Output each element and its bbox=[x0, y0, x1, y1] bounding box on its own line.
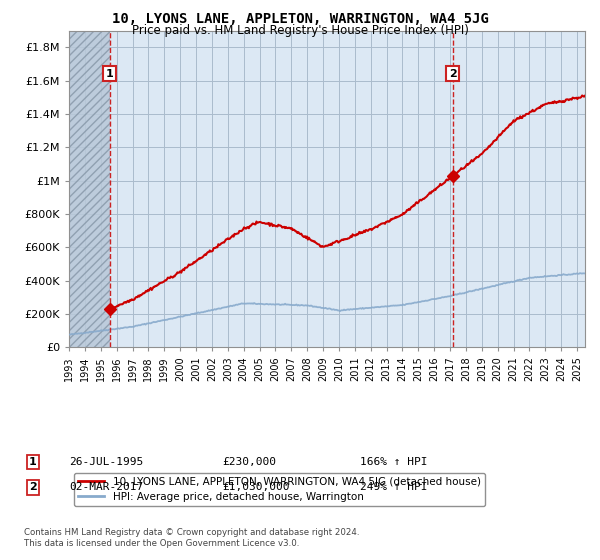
Text: 249% ↑ HPI: 249% ↑ HPI bbox=[360, 482, 427, 492]
Text: 2: 2 bbox=[449, 68, 457, 78]
Text: £230,000: £230,000 bbox=[222, 457, 276, 467]
Text: 166% ↑ HPI: 166% ↑ HPI bbox=[360, 457, 427, 467]
Text: £1,030,000: £1,030,000 bbox=[222, 482, 290, 492]
Legend: 10, LYONS LANE, APPLETON, WARRINGTON, WA4 5JG (detached house), HPI: Average pri: 10, LYONS LANE, APPLETON, WARRINGTON, WA… bbox=[74, 473, 485, 506]
Text: Price paid vs. HM Land Registry's House Price Index (HPI): Price paid vs. HM Land Registry's House … bbox=[131, 24, 469, 36]
Bar bbox=[69, 31, 110, 347]
Text: 26-JUL-1995: 26-JUL-1995 bbox=[69, 457, 143, 467]
Text: 10, LYONS LANE, APPLETON, WARRINGTON, WA4 5JG: 10, LYONS LANE, APPLETON, WARRINGTON, WA… bbox=[112, 12, 488, 26]
Text: 02-MAR-2017: 02-MAR-2017 bbox=[69, 482, 143, 492]
Text: 1: 1 bbox=[106, 68, 113, 78]
Text: Contains HM Land Registry data © Crown copyright and database right 2024.
This d: Contains HM Land Registry data © Crown c… bbox=[24, 528, 359, 548]
Text: 2: 2 bbox=[29, 482, 37, 492]
Text: 1: 1 bbox=[29, 457, 37, 467]
